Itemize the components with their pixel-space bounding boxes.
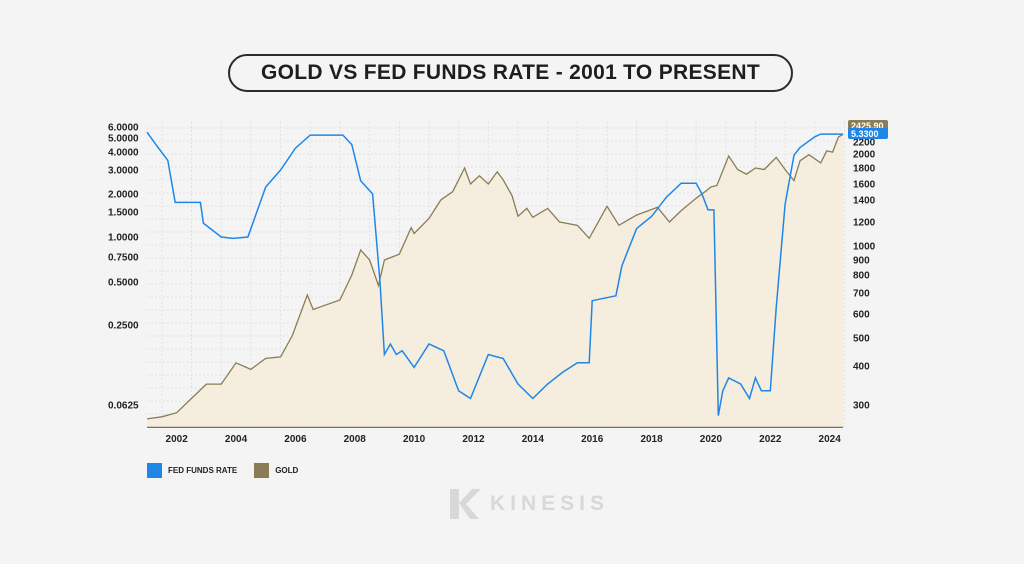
y-left-tick-label: 5.0000 [108,134,139,145]
y-right-tick-label: 600 [853,310,870,321]
legend-item-gold: GOLD [254,463,298,478]
gold-last-value: 2425.90 [851,121,884,131]
y-right-tick-label: 2000 [853,150,876,161]
y-right-tick-label: 300 [853,401,870,412]
y-right-tick-label: 1200 [853,218,876,229]
y-left-tick-label: 0.2500 [108,321,139,332]
x-tick-label: 2004 [225,434,248,445]
y-left-tick-label: 1.5000 [108,208,139,219]
fed-last-value: 5.3300 [851,129,879,139]
y-right-tick-label: 500 [853,334,870,345]
y-right-tick-label: 1400 [853,196,876,207]
x-tick-label: 2012 [462,434,485,445]
y-left-tick-label: 4.0000 [108,148,139,159]
y-left-tick-label: 0.7500 [108,253,139,264]
y-right-tick-label: 900 [853,256,870,267]
x-tick-label: 2020 [700,434,723,445]
x-tick-label: 2016 [581,434,604,445]
y-right-tick-label: 700 [853,289,870,300]
y-right-tick-label: 1600 [853,180,876,191]
legend-swatch-fed [147,463,162,478]
legend-swatch-gold [254,463,270,478]
kinesis-logo: KINESIS [448,487,609,521]
y-right-tick-label: 800 [853,271,870,282]
y-right-tick-label: 2200 [853,138,876,149]
x-tick-label: 2024 [819,434,842,445]
x-tick-label: 2010 [403,434,426,445]
y-right-tick-label: 1800 [853,164,876,175]
legend-item-fed-funds: FED FUNDS RATE [147,463,237,478]
x-tick-label: 2006 [284,434,307,445]
y-left-tick-label: 3.0000 [108,166,139,177]
chart-title: GOLD VS FED FUNDS RATE - 2001 TO PRESENT [228,54,793,92]
kinesis-k-icon [450,489,481,519]
gold-line [146,133,844,420]
x-tick-label: 2022 [759,434,782,445]
gold-area [147,134,843,427]
x-tick-label: 2002 [166,434,189,445]
x-tick-label: 2008 [344,434,367,445]
y-left-tick-label: 6.0000 [108,123,139,134]
fed-last-value-bg [848,128,888,139]
y-left-tick-label: 2.0000 [108,190,139,201]
y-right-tick-label: 1000 [853,242,876,253]
legend-label: FED FUNDS RATE [168,466,238,475]
y-left-tick-label: 1.0000 [108,233,139,244]
legend: FED FUNDS RATE GOLD [147,463,315,478]
y-left-tick-label: 0.0625 [108,401,139,412]
y-right-tick-label: 400 [853,362,870,373]
legend-label: GOLD [275,466,299,475]
x-tick-label: 2018 [640,434,663,445]
y-left-tick-label: 0.5000 [108,278,139,289]
fed-funds-line [146,131,843,416]
x-tick-label: 2014 [522,434,545,445]
brand-name: KINESIS [490,492,610,515]
